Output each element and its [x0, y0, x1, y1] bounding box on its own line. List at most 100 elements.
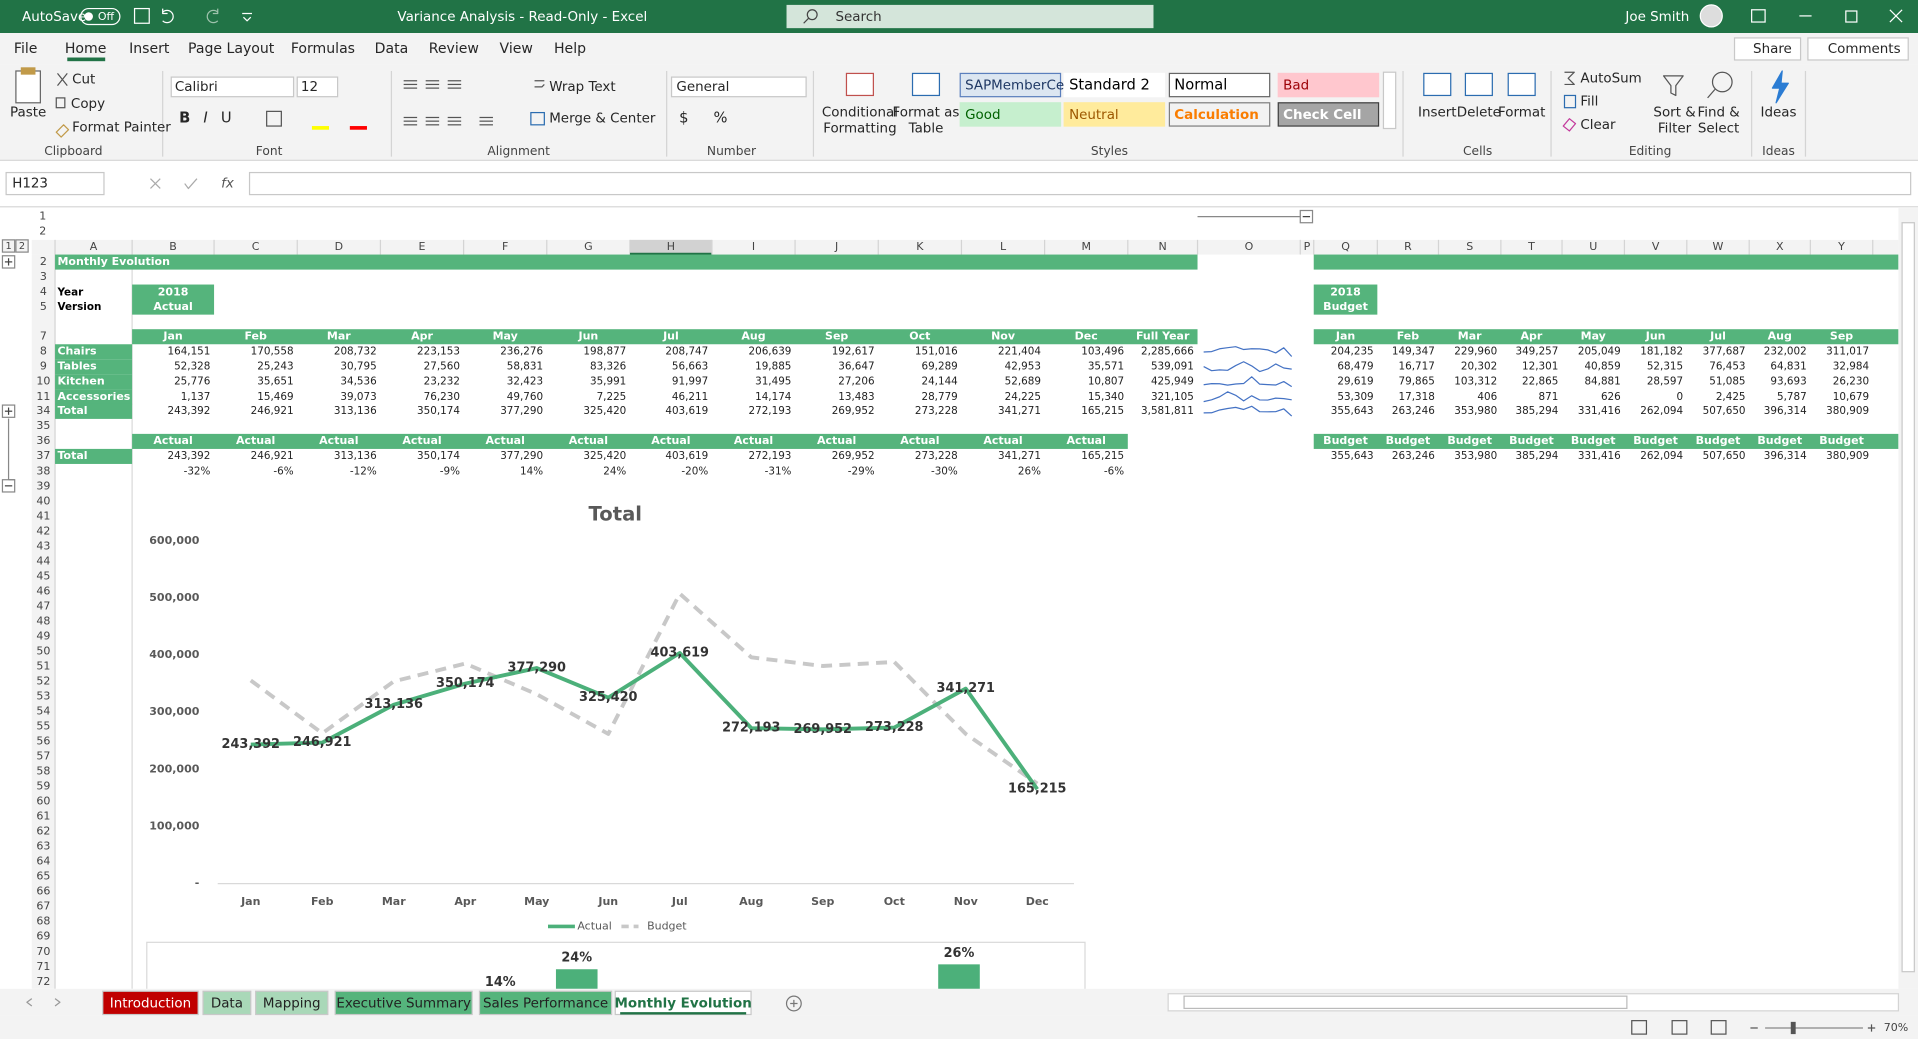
row-header[interactable]: 55 [36, 720, 50, 733]
column-header[interactable]: P [1304, 240, 1311, 253]
row-header[interactable]: 57 [36, 750, 50, 763]
currency-button[interactable]: $ [679, 110, 688, 127]
tab-nav-arrows[interactable] [26, 998, 61, 1007]
row-header[interactable]: 66 [36, 885, 50, 898]
style-cell[interactable] [1063, 72, 1166, 98]
row-header[interactable]: 43 [36, 539, 50, 552]
outline-level[interactable]: 1 [39, 210, 46, 223]
row-header[interactable]: 7 [40, 330, 47, 343]
normal-view-icon[interactable] [1631, 1020, 1648, 1035]
row-header[interactable]: 69 [36, 930, 50, 943]
row-header[interactable]: 39 [36, 479, 50, 492]
column-header[interactable]: Q [1341, 240, 1350, 253]
row-header[interactable]: 36 [36, 434, 50, 447]
column-header[interactable]: L [1000, 240, 1007, 253]
sheet-tab[interactable] [202, 990, 252, 1016]
row-header[interactable]: 54 [36, 705, 50, 718]
format-as-table-button[interactable]: Format as [893, 106, 960, 121]
column-header[interactable]: K [916, 240, 924, 253]
column-header[interactable]: A [90, 240, 98, 253]
fill-button[interactable]: Fill [1580, 95, 1598, 110]
row-header[interactable]: 56 [36, 735, 50, 748]
font-style-button[interactable]: U [221, 110, 232, 127]
row-header[interactable]: 51 [36, 659, 50, 672]
row-header[interactable]: 11 [36, 390, 50, 403]
row-header[interactable]: 46 [36, 584, 50, 597]
autosave-toggle[interactable] [80, 7, 121, 26]
row-header[interactable]: 68 [36, 915, 50, 928]
row-header[interactable]: 62 [36, 825, 50, 838]
style-cell[interactable] [1277, 102, 1380, 127]
row-header[interactable]: 9 [40, 360, 47, 373]
wrap-text-button[interactable]: Wrap Text [549, 80, 615, 95]
format-painter-button[interactable]: Format Painter [72, 120, 171, 135]
column-header[interactable]: H [667, 240, 675, 253]
row-header[interactable]: 67 [36, 900, 50, 913]
clear-button[interactable]: Clear [1580, 118, 1616, 133]
row-header[interactable]: 64 [36, 855, 50, 868]
merge-center-button[interactable]: Merge & Center [549, 112, 656, 127]
menu-tab[interactable]: Insert [129, 41, 170, 57]
paste-icon[interactable] [15, 70, 41, 104]
sheet-tab[interactable] [334, 990, 473, 1016]
row-header[interactable]: 44 [36, 554, 50, 567]
row-header[interactable]: 71 [36, 960, 50, 973]
row-header[interactable]: 8 [40, 345, 47, 358]
column-header[interactable]: W [1713, 240, 1724, 253]
row-header[interactable]: 45 [36, 569, 50, 582]
column-header[interactable]: O [1245, 240, 1254, 253]
conditional-formatting-button[interactable]: Conditional [822, 106, 898, 121]
ideas-button[interactable]: Ideas [1761, 106, 1797, 121]
menu-tab[interactable]: Home [65, 41, 107, 57]
number-format-box[interactable] [670, 76, 807, 98]
style-cell[interactable] [1168, 102, 1271, 127]
column-header[interactable]: I [752, 240, 755, 253]
font-style-button[interactable]: B [179, 110, 190, 127]
sheet-tab[interactable] [102, 990, 199, 1016]
column-header[interactable]: N [1159, 240, 1167, 253]
outline-level[interactable]: 1 [5, 241, 11, 252]
style-cell[interactable] [1063, 102, 1166, 127]
row-header[interactable]: 40 [36, 494, 50, 507]
row-header[interactable]: 72 [36, 975, 50, 988]
column-header[interactable]: T [1527, 240, 1535, 253]
sheet-tab-label[interactable]: Sales Performance [483, 997, 608, 1012]
sheet-tab-label[interactable]: Introduction [110, 997, 191, 1012]
formula-input[interactable] [248, 171, 1912, 196]
sort-filter-button[interactable]: Filter [1658, 121, 1692, 136]
row-header[interactable]: 38 [36, 464, 50, 477]
row-header[interactable]: 10 [36, 375, 50, 388]
outline-level[interactable]: 2 [19, 241, 25, 252]
format-as-table-button[interactable]: Table [908, 121, 944, 136]
font-name-box[interactable] [170, 76, 295, 98]
find-select-button[interactable]: Find & [1697, 106, 1740, 121]
row-header[interactable]: 34 [36, 404, 50, 417]
share-button[interactable] [1733, 37, 1802, 61]
conditional-formatting-button[interactable]: Formatting [823, 121, 896, 136]
row-outline-level[interactable] [1, 239, 16, 253]
autosum-button[interactable]: AutoSum [1580, 71, 1641, 86]
delete-button[interactable]: Delete [1457, 106, 1501, 121]
sheet-tab[interactable] [255, 990, 329, 1016]
find-select-button[interactable]: Select [1698, 121, 1739, 136]
sheet-tab-label[interactable]: Monthly Evolution [614, 997, 751, 1012]
column-header[interactable]: X [1776, 240, 1784, 253]
row-header[interactable]: 5 [40, 300, 47, 313]
zoom-level[interactable]: 70% [1884, 1021, 1908, 1034]
cut-button[interactable]: Cut [72, 73, 95, 88]
menu-tab[interactable]: View [500, 41, 533, 57]
column-header[interactable]: M [1081, 240, 1090, 253]
row-header[interactable]: 41 [36, 509, 50, 522]
row-header[interactable]: 42 [36, 524, 50, 537]
ribbon-display-icon[interactable] [1751, 9, 1766, 23]
zoom-thumb[interactable] [1790, 1021, 1796, 1035]
sheet-tab-label[interactable]: Data [211, 997, 243, 1012]
row-header[interactable]: 53 [36, 689, 50, 702]
sort-filter-button[interactable]: Sort & [1653, 106, 1696, 121]
paste-button[interactable]: Paste [10, 106, 46, 121]
format-button[interactable]: Format [1498, 106, 1545, 121]
row-header[interactable]: 49 [36, 629, 50, 642]
column-header[interactable]: G [584, 240, 593, 253]
page-break-icon[interactable] [1710, 1020, 1727, 1035]
undo-icon[interactable] [162, 8, 174, 24]
